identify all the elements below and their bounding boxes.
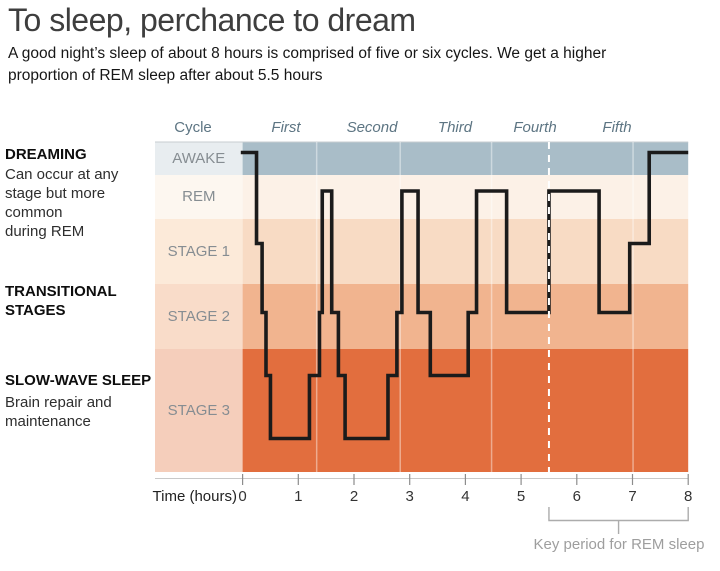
stage-label-awake: AWAKE — [172, 150, 226, 167]
x-tick-label-7: 7 — [628, 488, 637, 505]
x-tick-label-5: 5 — [516, 488, 526, 505]
stage-band-label-col — [155, 142, 243, 175]
annotation-dreaming-heading: DREAMING — [5, 146, 87, 163]
stage-band-label-col — [155, 219, 243, 284]
cycle-label-third: Third — [437, 119, 473, 136]
x-tick-label-4: 4 — [461, 488, 470, 505]
annotation-transitional-heading: TRANSITIONAL STAGES — [5, 283, 117, 319]
stage-band-label-col — [155, 349, 243, 472]
stage-label-rem: REM — [182, 188, 216, 205]
cycle-label-first: First — [271, 119, 301, 136]
stage-band — [242, 142, 689, 175]
cycle-label-second: Second — [346, 119, 398, 136]
annotation-slow-wave-body: Brain repair and maintenance — [5, 394, 112, 431]
stage-band-label-col — [155, 284, 243, 349]
rem-bracket — [548, 507, 689, 534]
stage-label-stage-2: STAGE 2 — [167, 308, 230, 325]
chart-subtitle: A good night’s sleep of about 8 hours is… — [8, 45, 607, 85]
page-title: To sleep, perchance to dream — [8, 2, 416, 38]
stage-label-stage-3: STAGE 3 — [167, 402, 230, 419]
cycle-header-title: Cycle — [174, 119, 212, 136]
cycle-label-fifth: Fifth — [602, 119, 632, 136]
x-tick-label-0: 0 — [238, 488, 247, 505]
x-tick-label-6: 6 — [572, 488, 581, 505]
x-tick-label-2: 2 — [349, 488, 359, 505]
stage-band — [242, 349, 689, 472]
annotation-dreaming-body: Can occur at any stage but more common d… — [5, 166, 119, 241]
annotation-slow-wave-heading: SLOW-WAVE SLEEP — [5, 372, 152, 389]
stage-label-stage-1: STAGE 1 — [167, 243, 230, 260]
stage-band — [242, 175, 689, 219]
stage-band-label-col — [155, 175, 243, 219]
cycle-label-fourth: Fourth — [513, 119, 557, 136]
stage-band — [242, 219, 689, 284]
stage-band — [242, 284, 689, 349]
rem-bracket-label: Key period for REM sleep — [533, 536, 705, 553]
x-tick-label-3: 3 — [405, 488, 414, 505]
x-tick-label-8: 8 — [684, 488, 693, 505]
x-tick-label-1: 1 — [294, 488, 303, 505]
x-axis-title: Time (hours) — [152, 488, 237, 505]
